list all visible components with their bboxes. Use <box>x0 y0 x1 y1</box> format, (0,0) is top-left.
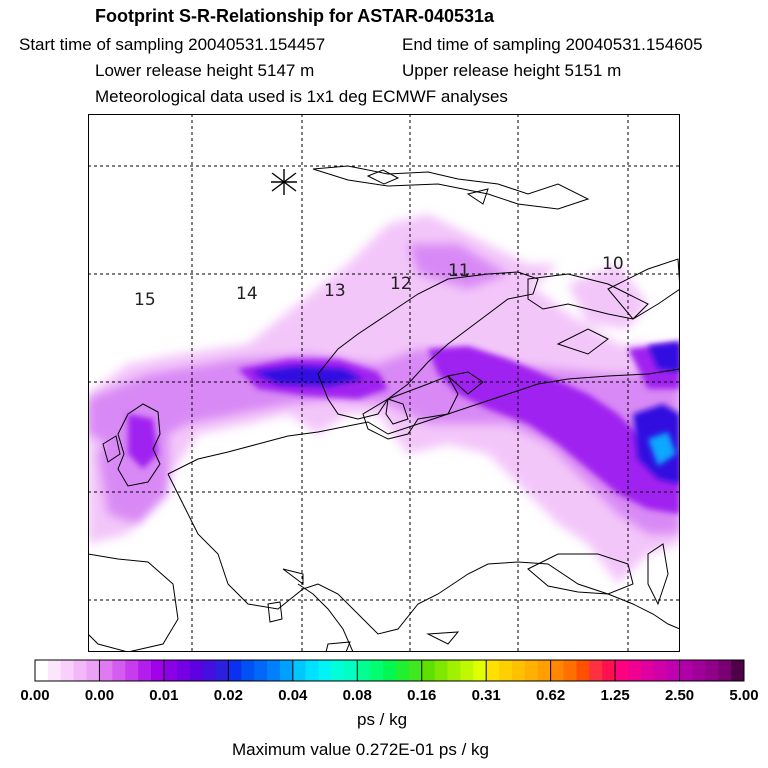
plume-strong <box>128 342 680 514</box>
colorbar-tick-label: 0.00 <box>20 687 49 704</box>
met-data-label: Meteorological data used is 1x1 deg ECMW… <box>95 87 508 106</box>
colorbar-cell <box>228 660 242 681</box>
colorbar-cell <box>112 660 126 681</box>
colorbar-cell <box>202 660 216 681</box>
colorbar-cell <box>138 660 152 681</box>
colorbar-tick-label: 0.31 <box>472 687 501 704</box>
colorbar-cell <box>163 660 178 681</box>
colorbar-cell <box>279 660 294 681</box>
asterisk-icon <box>271 169 297 195</box>
colorbar-cell <box>576 660 590 681</box>
colorbar-labels: 0.00 0.00 0.01 0.02 0.04 0.08 0.16 0.31 0.62 1.25… <box>20 687 758 704</box>
colorbar-ticks <box>34 659 745 682</box>
graticule <box>88 114 680 652</box>
colorbar-cell <box>73 660 88 681</box>
day-label-12: 12 <box>390 274 412 294</box>
upper-release-height-label: Upper release height 5151 m <box>402 61 622 80</box>
colorbar-cell <box>524 660 539 681</box>
colorbar-cell <box>692 660 706 681</box>
colorbar-tick-label: 0.16 <box>407 687 436 704</box>
colorbar-cells <box>35 660 745 681</box>
colorbar-cell <box>408 660 423 681</box>
colorbar-cell <box>383 660 397 681</box>
colorbar: 0.00 0.00 0.01 0.02 0.04 0.08 0.16 0.31 0.62 1.25… <box>20 659 759 704</box>
colorbar-cell <box>447 660 461 681</box>
colorbar-tick-label: 0.00 <box>85 687 114 704</box>
colorbar-cell <box>395 660 410 681</box>
colorbar-tick-label: 1.25 <box>600 687 629 704</box>
footprint-map: 15 14 13 12 11 10 <box>88 114 680 652</box>
colorbar-cell <box>602 660 616 681</box>
colorbar-cell <box>47 660 62 681</box>
colorbar-cell <box>653 660 668 681</box>
colorbar-cell <box>99 660 113 681</box>
colorbar-cell <box>421 660 436 681</box>
colorbar-cell <box>705 660 719 681</box>
plume-layer <box>88 214 680 584</box>
colorbar-cell <box>486 660 500 681</box>
colorbar-cell <box>434 660 449 681</box>
end-time-label: End time of sampling 20040531.154605 <box>402 35 703 54</box>
colorbar-cell <box>718 660 732 681</box>
colorbar-cell <box>550 660 565 681</box>
colorbar-cell <box>511 660 526 681</box>
colorbar-cell <box>125 660 139 681</box>
colorbar-cell <box>331 660 345 681</box>
coastlines <box>88 165 680 652</box>
colorbar-units: ps / kg <box>357 710 408 729</box>
colorbar-cell <box>615 660 629 681</box>
colorbar-cell <box>60 660 75 681</box>
colorbar-tick-label: 5.00 <box>729 687 758 704</box>
colorbar-cell <box>176 660 191 681</box>
colorbar-cell <box>460 660 474 681</box>
colorbar-outline <box>34 659 745 682</box>
colorbar-tick-label: 0.01 <box>149 687 178 704</box>
colorbar-tick-label: 0.62 <box>536 687 565 704</box>
plume-peak <box>648 432 676 466</box>
colorbar-cell <box>344 660 358 681</box>
colorbar-cell <box>292 660 307 681</box>
day-label-10: 10 <box>602 254 624 274</box>
maximum-value-label: Maximum value 0.272E-01 ps / kg <box>232 740 490 759</box>
colorbar-cell <box>499 660 513 681</box>
day-labels: 15 14 13 12 11 10 <box>134 254 624 310</box>
lower-release-height-label: Lower release height 5147 m <box>95 61 315 80</box>
day-label-14: 14 <box>236 284 258 304</box>
colorbar-cell <box>563 660 577 681</box>
colorbar-cell <box>666 660 681 681</box>
start-time-label: Start time of sampling 20040531.154457 <box>19 35 326 54</box>
colorbar-tick-label: 0.08 <box>343 687 372 704</box>
colorbar-cell <box>35 660 49 681</box>
colorbar-cell <box>537 660 552 681</box>
day-label-13: 13 <box>324 281 346 301</box>
colorbar-cell <box>731 660 745 681</box>
colorbar-tick-label: 0.02 <box>214 687 243 704</box>
map-frame <box>88 114 680 652</box>
colorbar-cell <box>627 660 642 681</box>
colorbar-tick-label: 2.50 <box>665 687 694 704</box>
colorbar-tick-label: 0.04 <box>278 687 308 704</box>
colorbar-cell <box>151 660 165 681</box>
day-label-15: 15 <box>134 290 156 310</box>
colorbar-cell <box>679 660 693 681</box>
colorbar-cell <box>305 660 320 681</box>
colorbar-cell <box>267 660 281 681</box>
colorbar-cell <box>473 660 487 681</box>
day-label-11: 11 <box>448 261 470 281</box>
colorbar-cell <box>318 660 332 681</box>
colorbar-cell <box>640 660 655 681</box>
colorbar-cell <box>241 660 255 681</box>
colorbar-cell <box>215 660 229 681</box>
colorbar-cell <box>370 660 384 681</box>
colorbar-cell <box>589 660 603 681</box>
colorbar-cell <box>254 660 268 681</box>
colorbar-cell <box>86 660 100 681</box>
map-title: Footprint S-R-Relationship for ASTAR-040… <box>95 6 495 26</box>
colorbar-cell <box>357 660 371 681</box>
colorbar-cell <box>189 660 204 681</box>
